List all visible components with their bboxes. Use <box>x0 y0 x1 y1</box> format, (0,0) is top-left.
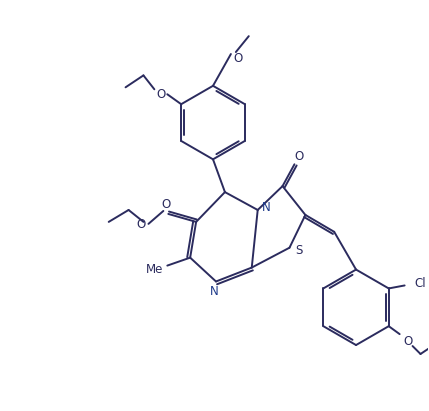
Text: N: N <box>262 201 271 215</box>
Text: O: O <box>162 198 171 210</box>
Text: S: S <box>296 244 303 257</box>
Text: N: N <box>210 285 218 298</box>
Text: O: O <box>157 88 166 101</box>
Text: O: O <box>136 218 145 231</box>
Text: Cl: Cl <box>415 277 426 290</box>
Text: O: O <box>233 53 242 65</box>
Text: O: O <box>295 150 304 163</box>
Text: O: O <box>403 335 412 348</box>
Text: Me: Me <box>146 263 163 276</box>
